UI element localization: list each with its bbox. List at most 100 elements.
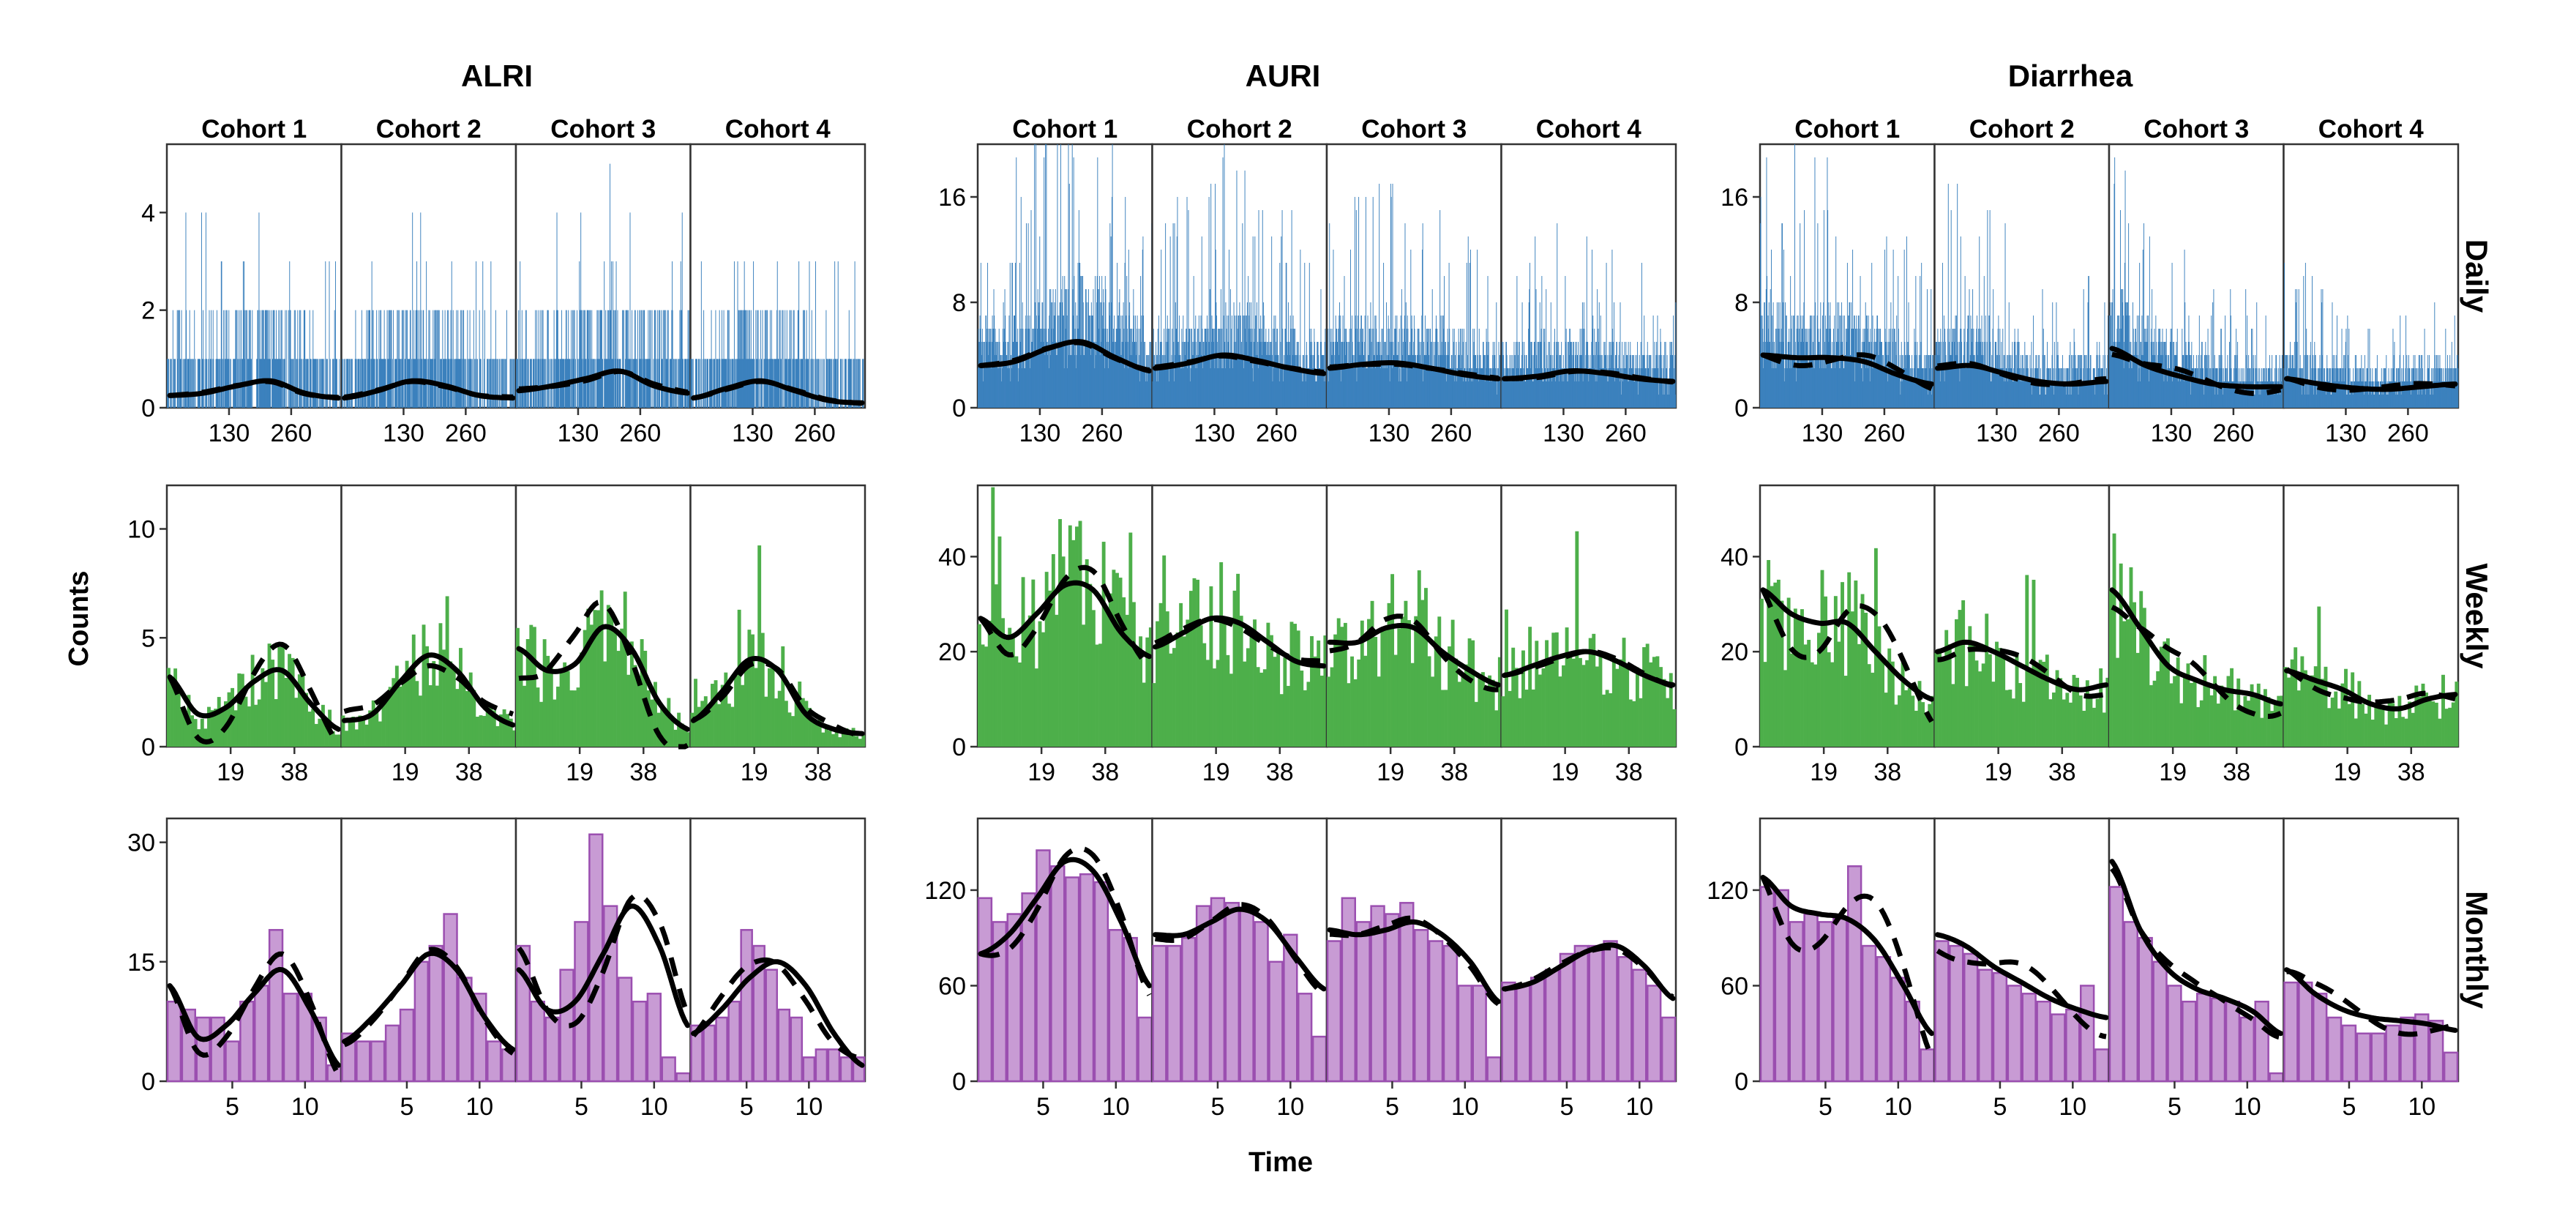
bar bbox=[999, 342, 1000, 408]
bar bbox=[1997, 355, 1999, 408]
bar bbox=[1464, 664, 1468, 747]
bar bbox=[2095, 381, 2097, 408]
bar bbox=[175, 359, 176, 408]
bar bbox=[2088, 276, 2089, 408]
bar bbox=[371, 359, 372, 408]
bar bbox=[2055, 381, 2056, 408]
bar bbox=[1562, 368, 1564, 408]
bar bbox=[831, 359, 832, 408]
bar bbox=[578, 359, 580, 408]
bar bbox=[2284, 263, 2285, 408]
bar bbox=[1869, 381, 1871, 408]
bar bbox=[827, 359, 828, 408]
bar bbox=[1770, 289, 1771, 408]
bar bbox=[506, 310, 507, 408]
bar bbox=[1564, 368, 1565, 408]
bar bbox=[827, 1048, 841, 1083]
bar bbox=[2118, 342, 2119, 408]
bar bbox=[546, 655, 550, 747]
bar bbox=[1831, 368, 1832, 408]
bar bbox=[1471, 640, 1475, 747]
bar bbox=[1934, 652, 1939, 747]
bar bbox=[2002, 368, 2003, 408]
bar bbox=[521, 359, 523, 408]
bar bbox=[2369, 329, 2370, 408]
bar bbox=[1223, 368, 1224, 408]
bar bbox=[1154, 355, 1156, 408]
panel-diarrhea-weekly-cohort-1: 19 38 bbox=[1759, 484, 1936, 786]
bar bbox=[2133, 602, 2136, 747]
bar bbox=[2004, 690, 2009, 747]
bar bbox=[2339, 381, 2340, 408]
bar bbox=[2420, 381, 2422, 408]
bar bbox=[1000, 355, 1001, 408]
bar bbox=[1162, 555, 1167, 747]
bar bbox=[2133, 355, 2135, 408]
bar bbox=[1572, 368, 1573, 408]
bar bbox=[1494, 355, 1496, 408]
bar bbox=[1145, 368, 1147, 408]
bar bbox=[1626, 355, 1627, 408]
bar bbox=[1887, 342, 1889, 408]
bar bbox=[384, 359, 386, 408]
bar bbox=[583, 630, 587, 747]
bar bbox=[1764, 355, 1766, 408]
bar bbox=[442, 310, 443, 408]
bar bbox=[2081, 381, 2083, 408]
bar bbox=[1514, 355, 1516, 408]
bar bbox=[1791, 316, 1793, 408]
bar bbox=[1873, 342, 1875, 408]
bar bbox=[310, 359, 312, 408]
bar bbox=[1899, 368, 1901, 408]
x-tick-label: 260 bbox=[1864, 419, 1906, 447]
bar bbox=[1292, 316, 1294, 408]
bar bbox=[347, 359, 348, 408]
bar bbox=[1315, 381, 1317, 408]
x-tick-label: 38 bbox=[1091, 758, 1119, 786]
bar bbox=[2099, 342, 2100, 408]
bar bbox=[176, 310, 178, 408]
bar bbox=[2230, 668, 2234, 747]
bar bbox=[841, 734, 845, 747]
bar bbox=[1344, 355, 1346, 408]
bar bbox=[611, 261, 612, 408]
bar bbox=[1382, 329, 1383, 408]
bar bbox=[345, 731, 348, 747]
bar bbox=[798, 310, 799, 408]
bar bbox=[523, 685, 527, 747]
bar bbox=[858, 739, 862, 747]
bar bbox=[1550, 355, 1551, 408]
bar bbox=[1884, 250, 1885, 408]
bar bbox=[1595, 381, 1596, 408]
bar bbox=[215, 359, 217, 408]
bar bbox=[767, 310, 768, 408]
bar bbox=[2395, 395, 2397, 408]
bar bbox=[597, 359, 599, 408]
bar bbox=[375, 359, 377, 408]
bar bbox=[1232, 355, 1234, 408]
bar bbox=[2051, 381, 2052, 408]
bar bbox=[1150, 342, 1152, 408]
bar bbox=[1265, 342, 1266, 408]
bar bbox=[198, 359, 200, 408]
bar bbox=[1188, 591, 1193, 747]
bar bbox=[462, 680, 466, 747]
bar bbox=[2113, 342, 2114, 408]
bar bbox=[801, 359, 803, 408]
bar bbox=[2201, 342, 2203, 408]
bar bbox=[1377, 342, 1378, 408]
bar bbox=[1003, 302, 1004, 408]
bar bbox=[1494, 710, 1499, 747]
panel-auri-monthly-cohort-2: 5 10 bbox=[1151, 817, 1328, 1121]
bar bbox=[1166, 342, 1167, 408]
bar bbox=[443, 913, 458, 1083]
bar bbox=[1172, 368, 1173, 408]
bar bbox=[777, 690, 782, 747]
bar bbox=[1004, 289, 1006, 408]
bar bbox=[321, 359, 323, 408]
bar bbox=[1228, 316, 1229, 408]
bar bbox=[1412, 355, 1413, 408]
bar bbox=[598, 359, 599, 408]
bar bbox=[629, 641, 634, 747]
bar bbox=[1340, 316, 1341, 408]
